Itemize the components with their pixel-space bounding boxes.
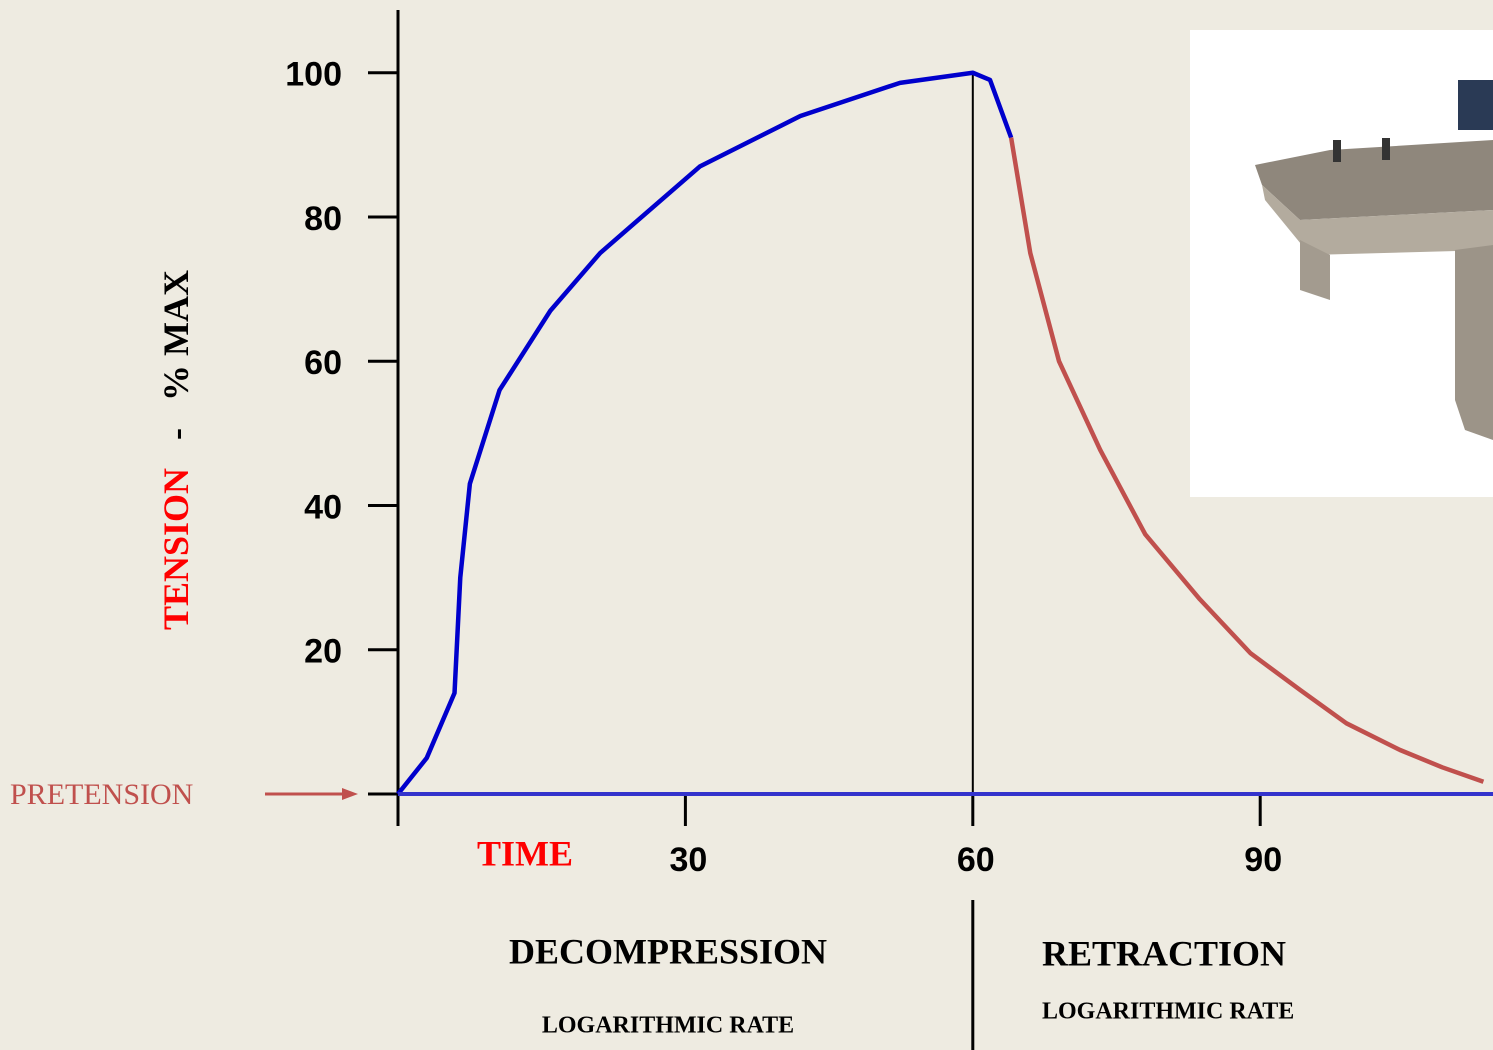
y-tick-label: 40 — [304, 488, 342, 526]
photo-shape — [1458, 80, 1493, 130]
phase-subtitle: LOGARITHMIC RATE — [1042, 999, 1294, 1025]
phase-subtitle: LOGARITHMIC RATE — [542, 1013, 794, 1039]
y-label-part: TENSION — [156, 468, 196, 630]
y-tick-label: 60 — [304, 344, 342, 382]
line-series — [396, 70, 1014, 796]
photo-shape — [1333, 140, 1341, 162]
pretension-arrowhead — [342, 788, 358, 800]
x-tick-label: 90 — [1244, 841, 1282, 879]
photo-shape — [1300, 240, 1330, 300]
y-axis-label: TENSION - % MAX — [156, 270, 196, 630]
photo-shape — [1382, 138, 1390, 160]
y-tick-label: 20 — [304, 633, 342, 671]
baseline-label: PRETENSION — [10, 778, 193, 811]
photo-frame — [1190, 30, 1493, 497]
line-series — [1008, 137, 1485, 784]
photo-shape — [1262, 185, 1493, 255]
photo-shape — [1455, 245, 1493, 440]
x-tick-label: 60 — [957, 841, 995, 879]
photo-shape — [1255, 140, 1493, 220]
y-tick-label: 80 — [304, 200, 342, 238]
y-label-part: - % MAX — [156, 270, 196, 440]
x-tick-label: 30 — [669, 841, 707, 879]
x-axis-label: TIME — [477, 833, 573, 873]
phase-title: DECOMPRESSION — [509, 931, 827, 971]
y-tick-label: 100 — [285, 56, 342, 94]
product-photo — [1190, 30, 1493, 497]
phase-title: RETRACTION — [1042, 933, 1286, 973]
